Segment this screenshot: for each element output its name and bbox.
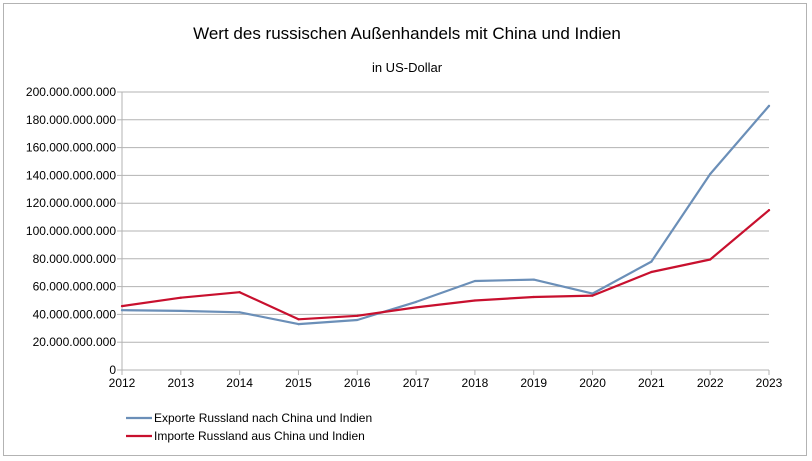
y-tick-label: 120.000.000.000: [26, 196, 116, 210]
y-tick-label: 100.000.000.000: [26, 224, 116, 238]
y-tick-label: 200.000.000.000: [26, 85, 116, 99]
x-tick-label: 2019: [520, 376, 547, 390]
x-tick-label: 2017: [403, 376, 430, 390]
x-tick-label: 2012: [109, 376, 136, 390]
chart-frame: Wert des russischen Außenhandels mit Chi…: [3, 3, 807, 456]
legend: Exporte Russland nach China und Indien Im…: [126, 411, 372, 443]
y-tick-label: 0: [109, 363, 116, 377]
data-point-exporte: [591, 292, 594, 295]
series-line-exporte: [120, 104, 771, 326]
data-point-exporte: [473, 279, 477, 283]
x-tick-label: 2022: [697, 376, 724, 390]
axis-layer: 0 20.000.000.000 40.000.000.000 60.000.000.…: [26, 85, 783, 390]
x-tick-label: 2014: [226, 376, 253, 390]
y-tick-label: 60.000.000.000: [33, 280, 117, 294]
series-layer: [120, 104, 771, 326]
data-point-exporte: [356, 318, 359, 322]
legend-label: Exporte Russland nach China und Indien: [154, 411, 372, 425]
legend-label: Importe Russland aus China und Indien: [154, 429, 365, 443]
data-point-importe: [473, 299, 477, 302]
data-point-importe: [414, 306, 418, 309]
data-point-exporte: [767, 104, 771, 107]
y-tick-label: 180.000.000.000: [26, 113, 116, 127]
x-tick-label: 2018: [462, 376, 489, 390]
data-point-exporte: [414, 300, 418, 303]
data-point-exporte: [179, 309, 182, 313]
line-chart: Wert des russischen Außenhandels mit Chi…: [26, 24, 783, 443]
data-point-importe: [297, 318, 300, 321]
x-tick-label: 2016: [344, 376, 371, 390]
data-point-exporte: [297, 323, 300, 326]
x-tick-label: 2023: [756, 376, 783, 390]
data-point-exporte: [532, 278, 535, 281]
y-tick-label: 80.000.000.000: [33, 252, 117, 266]
data-point-exporte: [650, 260, 653, 263]
data-point-importe: [356, 314, 359, 317]
data-point-exporte: [709, 172, 712, 176]
data-point-exporte: [238, 311, 241, 314]
data-point-importe: [591, 294, 594, 297]
x-tick-label: 2021: [638, 376, 665, 390]
data-point-importe: [238, 291, 241, 294]
y-tick-label: 20.000.000.000: [33, 335, 117, 349]
chart-title: Wert des russischen Außenhandels mit Chi…: [193, 24, 621, 43]
grid-layer: [122, 91, 769, 371]
data-point-importe: [532, 295, 535, 299]
chart-subtitle: in US-Dollar: [372, 60, 443, 75]
data-point-importe: [767, 209, 771, 212]
x-tick-label: 2015: [285, 376, 312, 390]
x-tick-label: 2013: [167, 376, 194, 390]
data-point-importe: [179, 296, 182, 299]
series-line-importe: [120, 209, 771, 321]
y-tick-label: 160.000.000.000: [26, 141, 116, 155]
data-point-exporte: [120, 309, 124, 312]
data-point-importe: [650, 270, 653, 274]
data-point-importe: [120, 304, 124, 308]
y-tick-label: 140.000.000.000: [26, 168, 116, 182]
data-point-importe: [709, 258, 712, 261]
y-tick-label: 40.000.000.000: [33, 307, 117, 321]
x-tick-label: 2020: [579, 376, 606, 390]
